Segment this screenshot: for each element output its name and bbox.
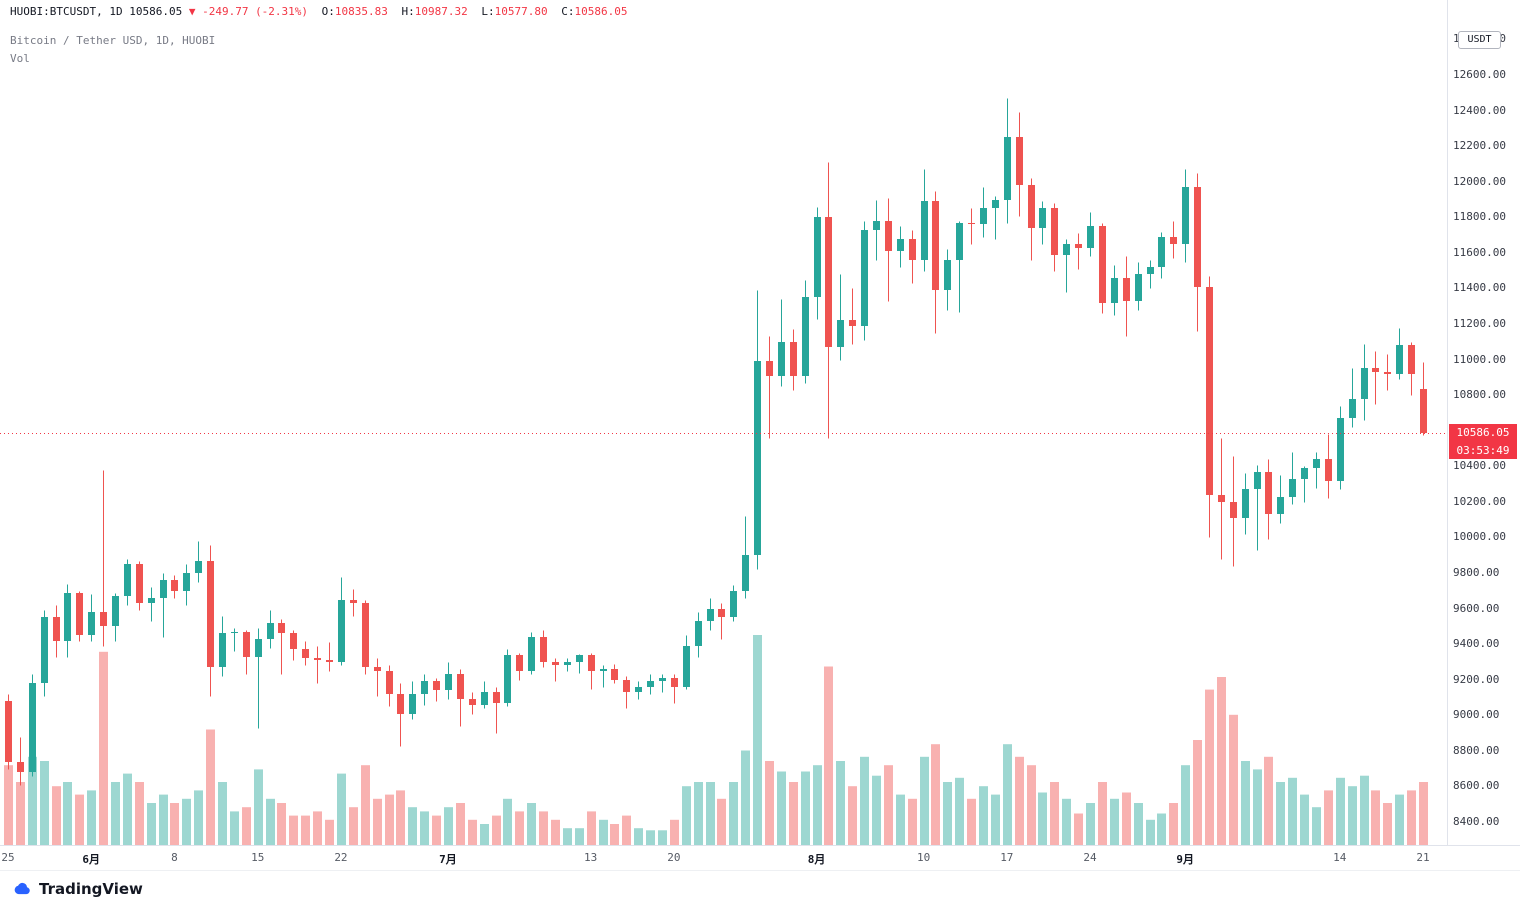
price-axis-label: 12200.00 <box>1453 139 1506 153</box>
price-axis-label: 9200.00 <box>1453 672 1500 686</box>
price-axis-label: 8600.00 <box>1453 779 1500 793</box>
price-axis-label: 9400.00 <box>1453 637 1500 651</box>
time-axis-label: 8 <box>171 851 178 864</box>
time-axis-label: 9月 <box>1176 853 1194 866</box>
symbol-description: Bitcoin / Tether USD, 1D, HUOBI <box>10 34 216 47</box>
price-axis-label: 8400.00 <box>1453 815 1500 828</box>
time-axis-label: 20 <box>667 851 681 864</box>
low-value: 10577.80 <box>494 5 548 18</box>
high-value: 10987.32 <box>414 5 468 18</box>
price-axis-label: 10800.00 <box>1453 388 1506 402</box>
candlestick-chart-canvas[interactable] <box>0 0 1447 845</box>
tradingview-logo[interactable]: TradingView <box>10 878 143 900</box>
brand-name: TradingView <box>39 880 143 898</box>
ohlc-legend: HUOBI:BTCUSDT, 1D 10586.05 ▼ -249.77 (-2… <box>10 5 627 18</box>
price-axis-label: 12000.00 <box>1453 174 1506 188</box>
time-axis[interactable]: 25 6月 8 15 22 7月 13 20 8月 10 17 24 9月 14 21 <box>0 845 1520 871</box>
close-value: 10586.05 <box>574 5 628 18</box>
time-axis-label: 14 <box>1333 851 1347 864</box>
time-axis-label: 8月 <box>807 853 826 866</box>
bottom-bar: TradingView <box>0 870 1520 908</box>
price-axis[interactable]: USDT 10586.05 03:53:49 12800.0012600.001… <box>1447 0 1520 845</box>
currency-toggle-button[interactable]: USDT <box>1458 31 1501 49</box>
price-axis-label: 11600.00 <box>1453 245 1506 259</box>
price-axis-label: 9800.00 <box>1453 566 1500 579</box>
price-axis-label: 11400.00 <box>1453 281 1506 295</box>
open-value: 10835.83 <box>334 5 388 18</box>
time-axis-label: 15 <box>251 851 265 864</box>
time-axis-label: 6月 <box>82 853 101 866</box>
price-axis-label: 12600.00 <box>1453 68 1506 81</box>
last-price-badge: 10586.05 <box>1449 424 1517 442</box>
price-axis-label: 11200.00 <box>1453 317 1506 330</box>
time-axis-label: 10 <box>916 851 931 864</box>
time-axis-label: 17 <box>1000 851 1014 864</box>
low-label: L: <box>481 5 495 18</box>
time-axis-label: 21 <box>1416 851 1430 864</box>
interval-label: 1D <box>109 5 123 18</box>
price-axis-label: 12400.00 <box>1453 103 1506 117</box>
time-axis-label: 24 <box>1083 851 1097 864</box>
down-arrow-icon: ▼ <box>188 5 196 18</box>
price-axis-label: 11800.00 <box>1453 210 1506 224</box>
price-axis-label: 9000.00 <box>1453 708 1500 722</box>
price-axis-label: 10000.00 <box>1453 530 1506 544</box>
price-change: -249.77 <box>202 5 249 18</box>
high-label: H: <box>401 5 415 18</box>
price-axis-label: 11000.00 <box>1453 352 1506 366</box>
time-axis-label: 22 <box>334 851 348 864</box>
symbol-title: HUOBI:BTCUSDT, <box>10 5 103 18</box>
time-axis-label: 7月 <box>439 853 457 866</box>
price-axis-label: 8800.00 <box>1453 743 1500 757</box>
last-price-value: 10586.05 <box>129 5 183 18</box>
volume-indicator-label: Vol <box>10 52 30 65</box>
time-axis-label: 13 <box>584 851 598 864</box>
price-axis-label: 9600.00 <box>1453 601 1500 615</box>
price-axis-label: 10200.00 <box>1453 494 1506 508</box>
price-change-percent: (-2.31%) <box>255 5 309 18</box>
cloud-logo-icon <box>14 882 30 895</box>
open-label: O: <box>321 5 335 18</box>
time-axis-label: 25 <box>1 851 15 864</box>
bar-countdown-badge: 03:53:49 <box>1449 442 1517 459</box>
close-label: C: <box>561 5 575 18</box>
price-axis-label: 10400.00 <box>1453 459 1506 473</box>
